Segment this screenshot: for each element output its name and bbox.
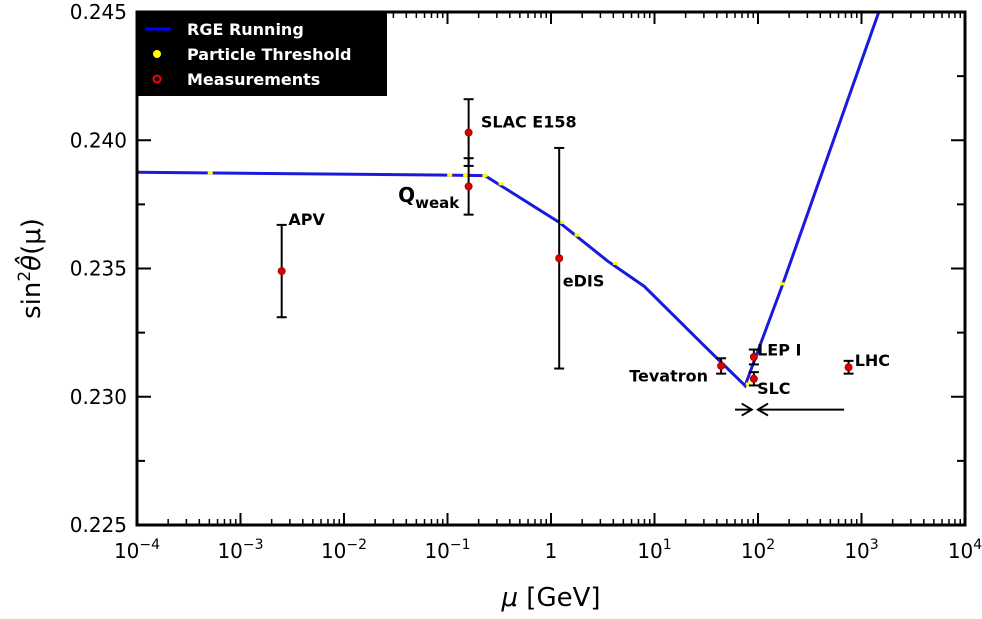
annotation-label: SLAC E158 [481, 112, 577, 131]
legend-dot-swatch [153, 50, 161, 58]
arrow-head [741, 402, 754, 417]
x-tick-label: 10−1 [424, 537, 470, 563]
tick-labels: 10−4 10−3 10−2 10−1 1 101 102 103 104 0.225 0.230 0… [70, 0, 982, 563]
x-tick-label: 102 [741, 537, 775, 563]
arrow-head [756, 402, 769, 417]
x-tick-label: 10−2 [321, 537, 367, 563]
legend-label: RGE Running [187, 20, 304, 39]
legend: RGE Running Particle Threshold Measurement… [137, 12, 387, 96]
y-tick-label: 0.240 [70, 128, 127, 152]
annotation-label: LHC [855, 351, 890, 370]
x-tick-label: 101 [637, 537, 671, 563]
x-tick-label: 10−4 [114, 537, 160, 563]
annotation-label: SLC [757, 379, 790, 398]
y-tick-label: 0.225 [70, 513, 127, 537]
x-tick-label: 10−3 [217, 537, 263, 563]
x-tick-label: 1 [545, 539, 558, 563]
annotation-label: APV [288, 210, 325, 229]
measurement-point [749, 352, 758, 361]
legend-ring-swatch [152, 74, 162, 84]
rge-running-line [137, 12, 881, 389]
x-tick-label: 104 [948, 537, 982, 563]
x-axis-label: μ [GeV] [500, 583, 600, 613]
x-tick-label: 103 [844, 537, 878, 563]
plot-frame [135, 10, 967, 527]
y-axis-label: sin2θ̂(μ) [13, 218, 47, 319]
y-tick-label: 0.245 [70, 0, 127, 24]
measurement-point [555, 254, 564, 263]
annotation-label: eDIS [563, 271, 605, 290]
legend-box [137, 12, 387, 96]
measurement-point [464, 128, 473, 137]
y-tick-label: 0.230 [70, 385, 127, 409]
measurement-point [277, 267, 286, 276]
measurement-point [749, 374, 758, 383]
annotation-label: LEP I [757, 341, 801, 360]
legend-label: Measurements [187, 70, 320, 89]
annotation-label: Tevatron [629, 366, 708, 385]
measurement-point [717, 361, 726, 370]
plot-area: APV SLAC E158 Qweak eDIS Tevatron LEP I SLC LHC [137, 12, 890, 417]
annotation-label: Qweak [398, 183, 460, 212]
legend-label: Particle Threshold [187, 45, 351, 64]
measurement-point [464, 182, 473, 191]
y-tick-label: 0.235 [70, 257, 127, 281]
measurement-point [844, 363, 853, 372]
